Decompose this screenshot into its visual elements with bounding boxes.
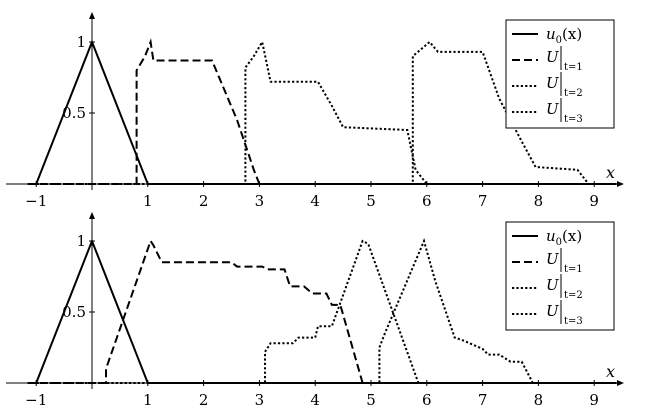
legend-subscript: t=2 <box>564 88 583 99</box>
y-tick-label: 1 <box>76 33 86 51</box>
x-tick-label: 7 <box>478 192 488 210</box>
x-axis-arrow <box>617 380 624 386</box>
y-axis-arrow <box>89 12 95 19</box>
series-line-U-t3 <box>27 237 617 384</box>
legend-label-U-t2: U <box>546 74 560 92</box>
legend-box <box>505 221 615 331</box>
legend-subscript: t=3 <box>564 114 583 125</box>
legend-label-U-t2: U <box>546 276 560 294</box>
x-axis-arrow <box>617 181 624 187</box>
x-tick-label: 9 <box>589 391 599 409</box>
x-tick-label: 4 <box>310 192 320 210</box>
x-tick-label: 5 <box>366 192 376 210</box>
legend-subscript: t=1 <box>564 264 583 275</box>
legend: u0(x) Ut=1 Ut=2 Ut=3 <box>505 221 615 331</box>
legend-subscript: t=2 <box>564 290 583 301</box>
y-tick-label: 0.5 <box>62 104 86 122</box>
x-tick-label: 1 <box>143 192 153 210</box>
x-tick-label: 2 <box>199 192 209 210</box>
series-line-U-t1 <box>27 38 617 185</box>
y-tick-label: 1 <box>76 232 86 250</box>
x-tick-label: 4 <box>310 391 320 409</box>
series-line-U-t3 <box>27 40 617 185</box>
x-tick-label: 5 <box>366 391 376 409</box>
x-tick-label: 7 <box>478 391 488 409</box>
legend-subscript: t=1 <box>564 62 583 73</box>
chart-panel-1: x −1 1 2 3 4 5 6 7 8 9 0.5 1 u0(x) Ut=1 Ut=2 Ut=3 <box>6 12 624 210</box>
x-tick-label: 8 <box>534 391 544 409</box>
x-tick-label: 8 <box>534 192 544 210</box>
legend-label-U-t3: U <box>546 100 560 118</box>
series-line-U-t2 <box>27 239 617 384</box>
x-tick-label: −1 <box>25 192 47 210</box>
legend-subscript: t=3 <box>564 316 583 327</box>
x-tick-label: 6 <box>422 391 432 409</box>
x-tick-label: 1 <box>143 391 153 409</box>
chart-panel-2: x −1 1 2 3 4 5 6 7 8 9 0.5 1 u0(x) Ut=1 Ut=2 Ut=3 <box>6 212 624 409</box>
x-tick-label: 2 <box>199 391 209 409</box>
legend: u0(x) Ut=1 Ut=2 Ut=3 <box>505 19 615 129</box>
x-tick-label: 3 <box>255 192 265 210</box>
x-tick-label: −1 <box>25 391 47 409</box>
legend-label-U-t1: U <box>546 250 560 268</box>
legend-label-u0: u0(x) <box>546 227 582 248</box>
legend-label-U-t1: U <box>546 48 560 66</box>
series-line-U-t1 <box>27 238 617 384</box>
x-tick-label: 3 <box>255 391 265 409</box>
x-axis-label: x <box>606 362 615 381</box>
y-tick-label: 0.5 <box>62 303 86 321</box>
legend-label-u0: u0(x) <box>546 25 582 46</box>
x-axis-label: x <box>606 163 615 182</box>
legend-label-U-t3: U <box>546 302 560 320</box>
x-tick-label: 6 <box>422 192 432 210</box>
y-axis-arrow <box>89 212 95 219</box>
x-tick-label: 9 <box>589 192 599 210</box>
legend-box <box>505 19 615 129</box>
